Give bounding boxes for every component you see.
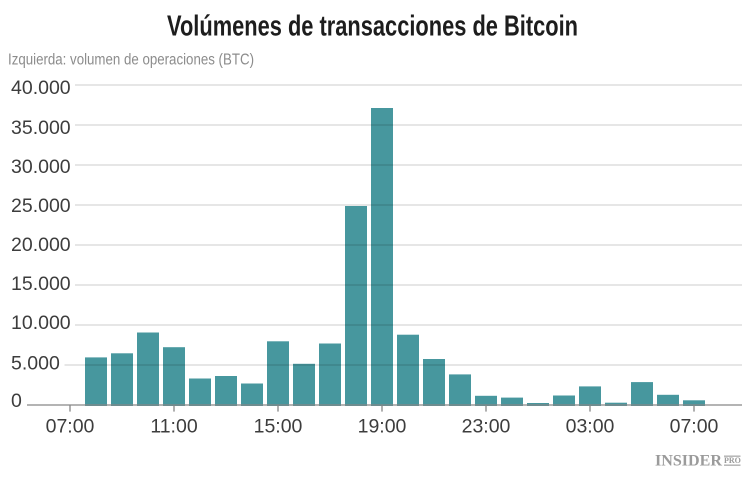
svg-text:5.000: 5.000 (11, 352, 60, 374)
svg-text:10.000: 10.000 (11, 312, 71, 334)
svg-text:20.000: 20.000 (11, 234, 71, 256)
svg-text:35.000: 35.000 (11, 117, 71, 139)
svg-text:19:00: 19:00 (358, 415, 407, 437)
svg-text:25.000: 25.000 (11, 195, 71, 217)
svg-text:30.000: 30.000 (11, 156, 71, 178)
svg-text:40.000: 40.000 (11, 77, 71, 99)
svg-text:07:00: 07:00 (46, 415, 95, 437)
svg-text:INSIDER: INSIDER (655, 452, 723, 469)
svg-text:Volúmenes de transacciones de: Volúmenes de transacciones de Bitcoin (167, 11, 578, 43)
svg-text:Izquierda: volumen de operacio: Izquierda: volumen de operaciones (BTC) (8, 51, 254, 68)
svg-text:23:00: 23:00 (462, 415, 511, 437)
svg-text:PRO: PRO (724, 456, 741, 465)
svg-text:03:00: 03:00 (566, 415, 615, 437)
svg-text:15:00: 15:00 (254, 415, 303, 437)
svg-text:07:00: 07:00 (670, 415, 719, 437)
svg-text:11:00: 11:00 (150, 415, 198, 437)
svg-text:0: 0 (11, 390, 22, 412)
svg-text:15.000: 15.000 (11, 273, 71, 295)
